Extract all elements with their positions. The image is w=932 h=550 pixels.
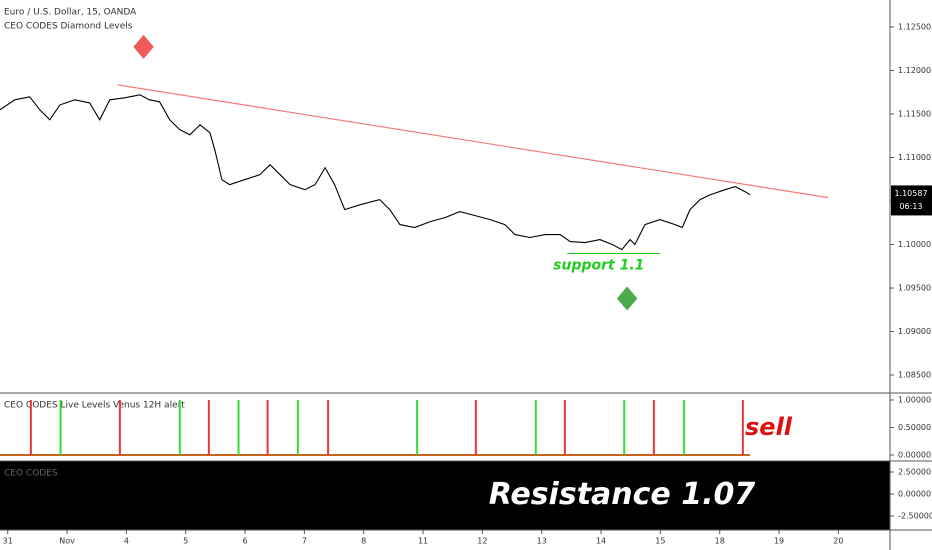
- x-tick-label: 20: [833, 537, 843, 546]
- trend-line: [117, 84, 829, 199]
- y-tick-label: 1.11000: [898, 153, 931, 162]
- x-tick-label: 19: [774, 537, 784, 546]
- y-tick-label: 0.00000: [898, 450, 931, 459]
- x-tick-label: 14: [596, 537, 606, 546]
- indicator-name: CEO CODES Diamond Levels: [4, 22, 133, 32]
- y-tick-label: 0.50000: [898, 423, 931, 432]
- y-tick-label: 1.12000: [898, 66, 931, 75]
- x-tick-label: 7: [302, 537, 307, 546]
- y-tick-label: 1.12500: [898, 22, 931, 31]
- x-tick-label: 8: [361, 537, 366, 546]
- x-tick-label: 11: [418, 537, 428, 546]
- y-tick-label: 1.09500: [898, 284, 931, 293]
- y-tick-label: -2.50000: [898, 512, 932, 521]
- y-tick-label: 1.09000: [898, 327, 931, 336]
- x-tick-label: 5: [183, 537, 188, 546]
- x-tick-label: 31: [3, 537, 13, 546]
- last-price-label: 1.10587: [894, 189, 927, 198]
- x-tick-label: Nov: [59, 537, 75, 546]
- black-panel: [0, 461, 890, 530]
- price-line: [0, 94, 751, 251]
- last-price-box: [891, 185, 932, 216]
- y-tick-label: 1.11500: [898, 109, 931, 118]
- y-tick-label: 1.08500: [898, 371, 931, 380]
- diamond-marker: [133, 34, 154, 59]
- x-tick-label: 15: [655, 537, 665, 546]
- x-tick-label: 12: [477, 537, 487, 546]
- diamond-marker: [616, 286, 638, 311]
- countdown: 06:13: [899, 202, 922, 211]
- x-tick-label: 4: [124, 537, 129, 546]
- y-tick-label: 0.00000: [898, 490, 931, 499]
- x-tick-label: 6: [242, 537, 247, 546]
- indicator-name: CEO CODES Live Levels Venus 12H alert: [4, 401, 185, 411]
- y-tick-label: 1.10000: [898, 240, 931, 249]
- support-label: support 1.1: [553, 258, 644, 274]
- y-tick-label: 1.00000: [898, 395, 931, 404]
- signal-label: sell: [745, 413, 793, 441]
- panel-annotation: Resistance 1.07: [489, 477, 756, 512]
- chart-title: Euro / U.S. Dollar, 15, OANDA: [4, 8, 137, 18]
- y-tick-label: 2.50000: [898, 468, 931, 477]
- x-tick-label: 13: [537, 537, 547, 546]
- indicator-name: CEO CODES: [4, 469, 58, 479]
- x-tick-label: 18: [715, 537, 725, 546]
